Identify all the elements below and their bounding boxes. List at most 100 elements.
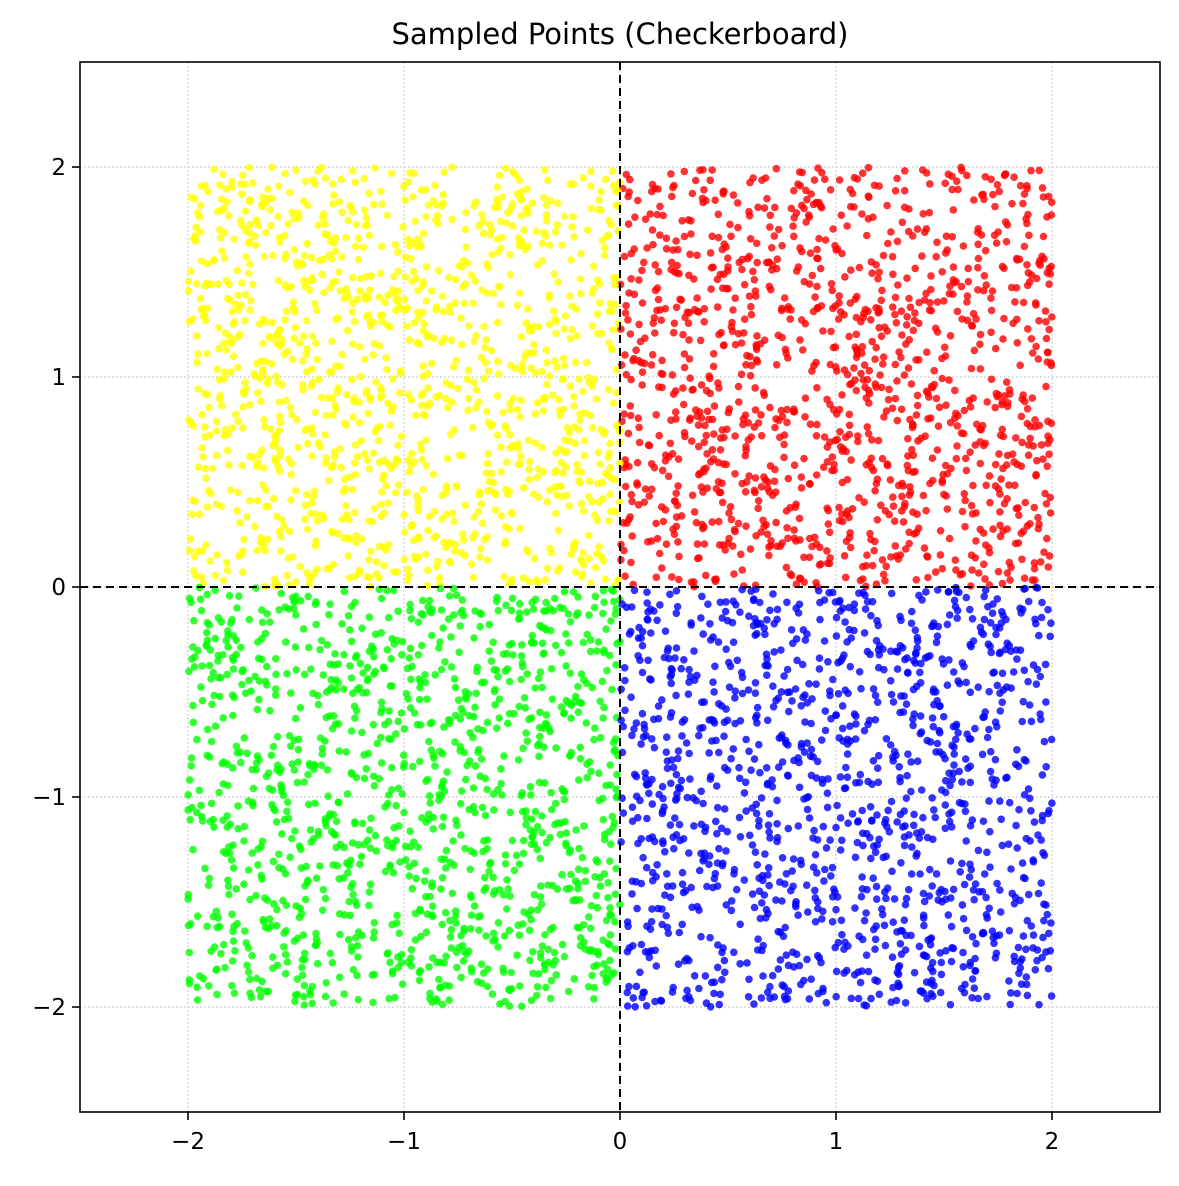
data-point [328, 338, 336, 346]
data-point [736, 960, 744, 968]
data-point [197, 683, 205, 691]
data-point [910, 327, 918, 335]
data-point [429, 902, 437, 910]
data-point [485, 450, 493, 458]
data-point [299, 386, 307, 394]
data-point [1048, 992, 1056, 1000]
data-point [356, 343, 364, 351]
data-point [978, 628, 986, 636]
data-point [719, 614, 727, 622]
data-point [803, 881, 811, 889]
data-point [580, 507, 588, 515]
data-point [643, 244, 651, 252]
data-point [325, 477, 333, 485]
data-point [606, 904, 614, 912]
data-point [304, 879, 312, 887]
data-point [792, 605, 800, 613]
data-point [1006, 927, 1014, 935]
data-point [856, 264, 864, 272]
data-point [534, 399, 542, 407]
data-point [996, 797, 1004, 805]
data-point [938, 375, 946, 383]
data-point [1032, 471, 1040, 479]
data-point [997, 816, 1005, 824]
data-point [918, 252, 926, 260]
data-point [303, 317, 311, 325]
data-point [840, 311, 848, 319]
data-point [292, 902, 300, 910]
data-point [751, 489, 759, 497]
data-point [379, 475, 387, 483]
data-point [263, 663, 271, 671]
data-point [518, 652, 526, 660]
data-point [1020, 874, 1028, 882]
data-point [583, 359, 591, 367]
data-point [892, 395, 900, 403]
data-point [262, 229, 270, 237]
data-point [731, 294, 739, 302]
data-point [949, 290, 957, 298]
data-point [715, 845, 723, 853]
data-point [194, 647, 202, 655]
data-point [769, 492, 777, 500]
data-point [228, 339, 236, 347]
data-point [935, 889, 943, 897]
data-point [992, 954, 1000, 962]
data-point [695, 471, 703, 479]
data-point [997, 475, 1005, 483]
data-point [924, 574, 932, 582]
data-point [438, 921, 446, 929]
data-point [738, 339, 746, 347]
data-point [812, 851, 820, 859]
data-point [371, 340, 379, 348]
data-point [867, 612, 875, 620]
data-point [803, 956, 811, 964]
data-point [1037, 879, 1045, 887]
data-point [371, 428, 379, 436]
data-point [293, 578, 301, 586]
data-point [875, 308, 883, 316]
data-point [332, 248, 340, 256]
data-point [894, 238, 902, 246]
data-point [211, 256, 219, 264]
data-point [555, 527, 563, 535]
data-point [452, 817, 460, 825]
data-point [630, 994, 638, 1002]
data-point [747, 303, 755, 311]
data-point [257, 993, 265, 1001]
data-point [731, 720, 739, 728]
data-point [981, 575, 989, 583]
data-point [716, 489, 724, 497]
data-point [561, 588, 569, 596]
data-point [929, 968, 937, 976]
data-point [776, 434, 784, 442]
data-point [385, 614, 393, 622]
data-point [557, 831, 565, 839]
data-point [767, 537, 775, 545]
data-point [839, 702, 847, 710]
data-point [418, 401, 426, 409]
data-point [328, 255, 336, 263]
data-point [790, 855, 798, 863]
data-point [942, 789, 950, 797]
data-point [724, 263, 732, 271]
data-point [241, 379, 249, 387]
data-point [221, 375, 229, 383]
data-point [300, 993, 308, 1001]
data-point [610, 182, 618, 190]
data-point [929, 454, 937, 462]
data-point [484, 836, 492, 844]
data-point [415, 618, 423, 626]
data-point [516, 600, 524, 608]
data-point [338, 464, 346, 472]
data-point [960, 963, 968, 971]
data-point [599, 678, 607, 686]
data-point [964, 265, 972, 273]
data-point [1035, 525, 1043, 533]
data-point [546, 486, 554, 494]
data-point [916, 669, 924, 677]
data-point [301, 426, 309, 434]
data-point [836, 428, 844, 436]
data-point [847, 299, 855, 307]
data-point [869, 874, 877, 882]
